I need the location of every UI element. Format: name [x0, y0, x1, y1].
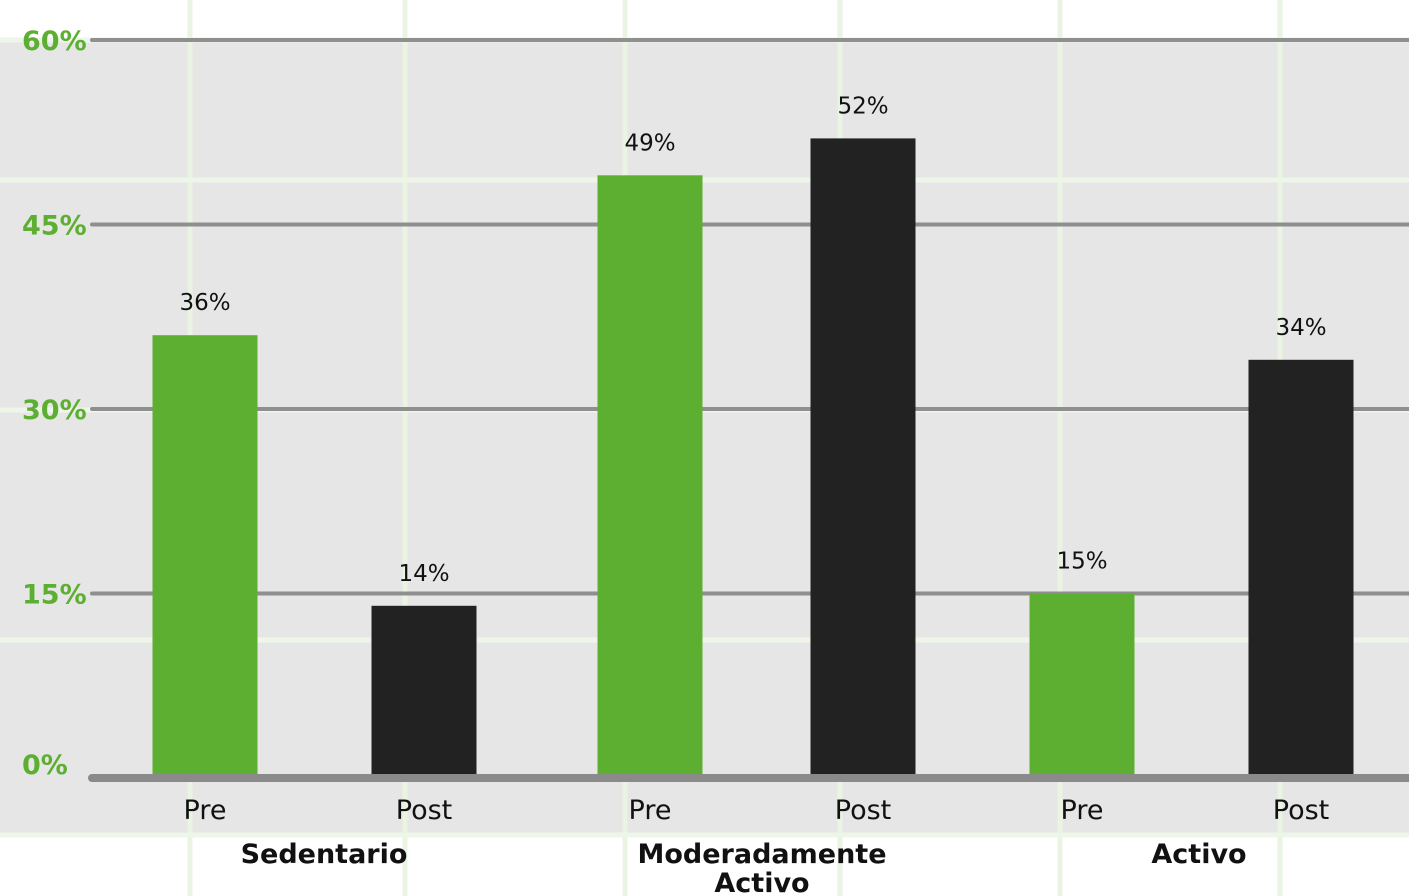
- bar-post: [1248, 359, 1354, 774]
- x-tick-label: Pre: [629, 795, 672, 826]
- data-label: 34%: [1275, 315, 1326, 341]
- y-axis-tick-labels: 0% 15% 30% 45% 60%: [22, 26, 87, 781]
- bar-pre: [597, 175, 703, 775]
- x-tick-label: Post: [835, 795, 892, 826]
- bar-post: [371, 605, 477, 774]
- y-tick-label: 30%: [22, 395, 87, 426]
- x-tick-label: Pre: [184, 795, 227, 826]
- group-label: Sedentario: [241, 839, 408, 870]
- x-tick-label: Pre: [1061, 795, 1104, 826]
- bars: [152, 138, 1354, 775]
- group-labels: Sedentario Moderadamente Activo Activo: [241, 839, 1247, 896]
- data-label: 49%: [624, 130, 675, 156]
- data-label: 36%: [179, 290, 230, 316]
- group-label: Moderadamente Activo: [637, 839, 886, 896]
- bar-pre: [1029, 593, 1135, 774]
- data-label: 52%: [837, 93, 888, 119]
- x-axis-tick-labels: Pre Post Pre Post Pre Post: [184, 795, 1330, 826]
- data-label: 15%: [1056, 549, 1107, 575]
- data-labels: 36% 14% 49% 52% 15% 34%: [179, 93, 1326, 586]
- bar-post: [810, 138, 916, 774]
- gridlines: [88, 38, 1409, 782]
- x-tick-label: Post: [396, 795, 453, 826]
- y-tick-label: 0%: [22, 750, 68, 781]
- x-tick-label: Post: [1273, 795, 1330, 826]
- y-tick-label: 15%: [22, 580, 87, 611]
- group-label: Activo: [1151, 839, 1246, 870]
- y-tick-label: 45%: [22, 211, 87, 242]
- y-tick-label: 60%: [22, 26, 87, 57]
- data-label: 14%: [398, 561, 449, 587]
- bar-pre: [152, 335, 258, 774]
